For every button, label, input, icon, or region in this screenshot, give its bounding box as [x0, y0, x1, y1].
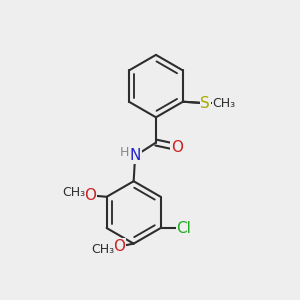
Text: CH₃: CH₃: [212, 97, 235, 110]
Text: O: O: [171, 140, 183, 154]
Text: H: H: [120, 146, 129, 159]
Text: CH₃: CH₃: [91, 243, 114, 256]
Text: O: O: [113, 239, 125, 254]
Text: N: N: [130, 148, 141, 164]
Text: Cl: Cl: [176, 220, 191, 236]
Text: S: S: [200, 96, 210, 111]
Text: O: O: [84, 188, 96, 203]
Text: CH₃: CH₃: [62, 186, 86, 199]
